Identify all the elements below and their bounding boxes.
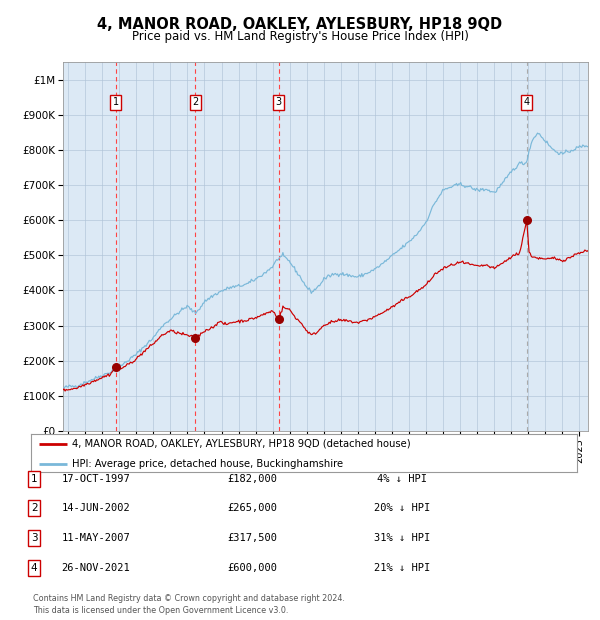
Text: 4% ↓ HPI: 4% ↓ HPI — [377, 474, 427, 484]
Text: 21% ↓ HPI: 21% ↓ HPI — [374, 563, 430, 573]
Text: 4: 4 — [31, 563, 38, 573]
Text: 2: 2 — [31, 503, 38, 513]
Text: 1: 1 — [31, 474, 38, 484]
Text: 20% ↓ HPI: 20% ↓ HPI — [374, 503, 430, 513]
Text: 1: 1 — [113, 97, 119, 107]
Text: HPI: Average price, detached house, Buckinghamshire: HPI: Average price, detached house, Buck… — [72, 459, 343, 469]
Text: 3: 3 — [31, 533, 38, 543]
Text: 14-JUN-2002: 14-JUN-2002 — [62, 503, 130, 513]
Text: 4, MANOR ROAD, OAKLEY, AYLESBURY, HP18 9QD: 4, MANOR ROAD, OAKLEY, AYLESBURY, HP18 9… — [97, 17, 503, 32]
Text: 17-OCT-1997: 17-OCT-1997 — [62, 474, 130, 484]
Text: £182,000: £182,000 — [227, 474, 277, 484]
Text: 3: 3 — [276, 97, 282, 107]
Text: £600,000: £600,000 — [227, 563, 277, 573]
Text: Contains HM Land Registry data © Crown copyright and database right 2024.
This d: Contains HM Land Registry data © Crown c… — [33, 594, 345, 615]
Text: 11-MAY-2007: 11-MAY-2007 — [62, 533, 130, 543]
Text: Price paid vs. HM Land Registry's House Price Index (HPI): Price paid vs. HM Land Registry's House … — [131, 30, 469, 43]
Text: £317,500: £317,500 — [227, 533, 277, 543]
Text: 26-NOV-2021: 26-NOV-2021 — [62, 563, 130, 573]
Text: 31% ↓ HPI: 31% ↓ HPI — [374, 533, 430, 543]
Text: 4: 4 — [524, 97, 530, 107]
Text: 4, MANOR ROAD, OAKLEY, AYLESBURY, HP18 9QD (detached house): 4, MANOR ROAD, OAKLEY, AYLESBURY, HP18 9… — [72, 438, 411, 448]
Text: £265,000: £265,000 — [227, 503, 277, 513]
Text: 2: 2 — [192, 97, 198, 107]
